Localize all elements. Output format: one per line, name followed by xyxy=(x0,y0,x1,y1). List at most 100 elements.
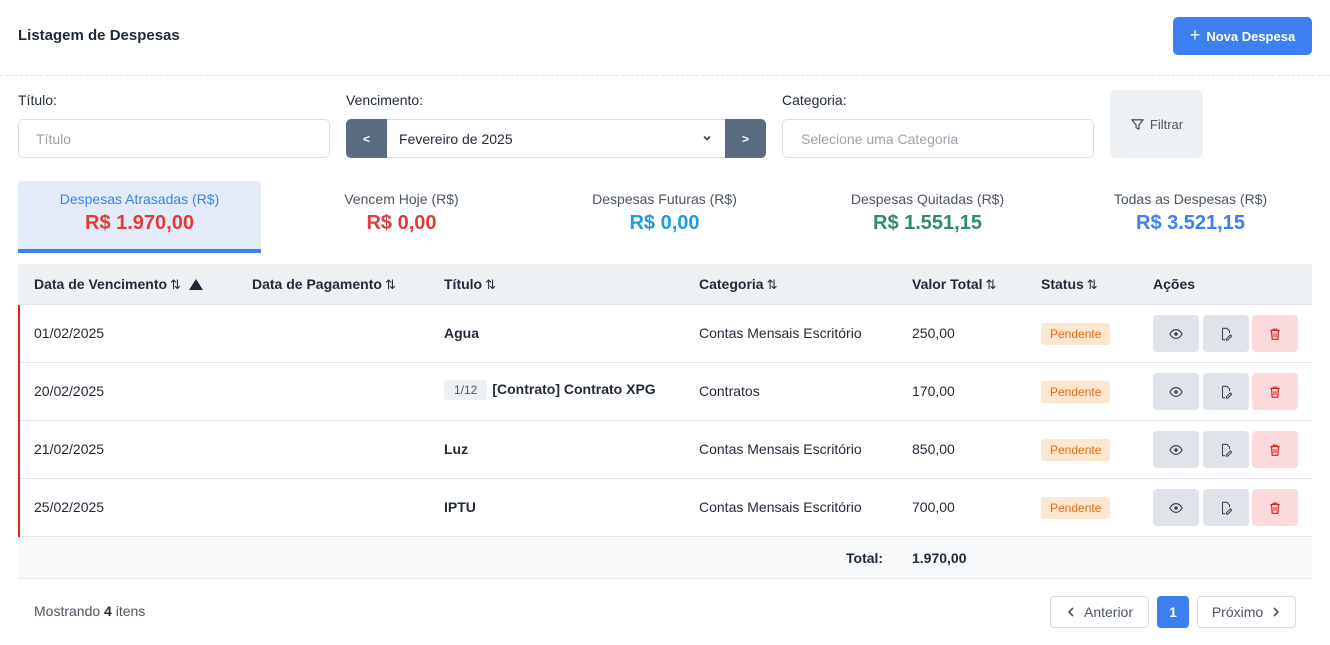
chevron-down-icon xyxy=(703,135,711,141)
summary-all-value: R$ 3.521,15 xyxy=(1136,212,1245,234)
column-label: Data de Pagamento xyxy=(252,276,382,292)
trash-icon xyxy=(1270,328,1280,340)
column-label: Categoria xyxy=(699,276,764,292)
column-header-due-date[interactable]: Data de Vencimento ⇅ xyxy=(34,276,203,293)
title-filter-label: Título: xyxy=(18,92,57,108)
delete-button[interactable] xyxy=(1252,373,1298,410)
page-title: Listagem de Despesas xyxy=(18,27,180,44)
view-button[interactable] xyxy=(1153,315,1199,352)
trash-icon xyxy=(1270,444,1280,456)
column-header-total[interactable]: Valor Total ⇅ xyxy=(912,276,996,293)
edit-icon xyxy=(1221,443,1233,457)
items-count-suffix: itens xyxy=(115,603,146,619)
sort-icon: ⇅ xyxy=(170,277,181,292)
summary-due-today[interactable]: Vencem Hoje (R$) R$ 0,00 xyxy=(280,181,523,253)
sort-ascending-icon xyxy=(188,279,203,290)
column-header-payment-date[interactable]: Data de Pagamento ⇅ xyxy=(252,276,396,293)
new-expense-button[interactable]: + Nova Despesa xyxy=(1173,17,1312,55)
delete-button[interactable] xyxy=(1252,315,1298,352)
page-1-button[interactable]: 1 xyxy=(1157,596,1189,628)
edit-button[interactable] xyxy=(1203,315,1249,352)
category-cell: Contratos xyxy=(699,383,760,399)
summary-paid[interactable]: Despesas Quitadas (R$) R$ 1.551,15 xyxy=(806,181,1049,253)
sort-icon: ⇅ xyxy=(985,277,997,292)
summary-paid-value: R$ 1.551,15 xyxy=(873,212,982,234)
edit-icon xyxy=(1221,501,1233,515)
category-cell: Contas Mensais Escritório xyxy=(699,325,862,341)
column-header-title[interactable]: Título ⇅ xyxy=(444,276,496,293)
summary-future-value: R$ 0,00 xyxy=(629,212,700,234)
value-cell: 850,00 xyxy=(912,441,955,457)
delete-button[interactable] xyxy=(1252,431,1298,468)
sort-icon: ⇅ xyxy=(766,277,778,292)
due-date-cell: 20/02/2025 xyxy=(34,383,105,399)
previous-month-button[interactable]: < xyxy=(346,119,387,158)
trash-icon xyxy=(1270,386,1280,398)
title-cell: IPTU xyxy=(444,499,476,515)
table-row: 01/02/2025 Agua Contas Mensais Escritóri… xyxy=(18,305,1312,363)
installment-badge: 1/12 xyxy=(444,380,488,400)
column-header-category[interactable]: Categoria ⇅ xyxy=(699,276,777,293)
table-row: 21/02/2025 Luz Contas Mensais Escritório… xyxy=(18,421,1312,479)
status-badge: Pendente xyxy=(1041,381,1111,403)
status-badge: Pendente xyxy=(1041,323,1111,345)
title-filter-input[interactable]: Título xyxy=(18,119,330,158)
chevron-right-icon xyxy=(1273,607,1280,617)
category-select[interactable]: Selecione uma Categoria xyxy=(782,119,1094,158)
due-date-cell: 01/02/2025 xyxy=(34,325,105,341)
summary-future-label: Despesas Futuras (R$) xyxy=(592,191,737,207)
month-picker: < Fevereiro de 2025 > xyxy=(346,119,766,158)
column-label: Data de Vencimento xyxy=(34,276,168,292)
edit-button[interactable] xyxy=(1203,431,1249,468)
sort-icon: ⇅ xyxy=(384,277,396,292)
filter-button-label: Filtrar xyxy=(1149,116,1184,132)
eye-icon xyxy=(1169,444,1183,455)
column-header-actions: Ações xyxy=(1153,276,1196,292)
due-date-cell: 25/02/2025 xyxy=(34,499,105,515)
items-count: Mostrando 4 itens xyxy=(34,603,145,619)
table-row: 20/02/2025 1/12 [Contrato] Contrato XPG C… xyxy=(18,363,1312,421)
edit-button[interactable] xyxy=(1203,373,1249,410)
previous-page-button[interactable]: Anterior xyxy=(1050,596,1149,628)
due-date-cell: 21/02/2025 xyxy=(34,441,105,457)
month-select-value: Fevereiro de 2025 xyxy=(399,130,513,147)
eye-icon xyxy=(1169,386,1183,397)
items-count-number: 4 xyxy=(104,603,112,619)
view-button[interactable] xyxy=(1153,373,1199,410)
summary-all-label: Todas as Despesas (R$) xyxy=(1113,191,1268,207)
summary-due-today-label: Vencem Hoje (R$) xyxy=(344,191,459,207)
edit-icon xyxy=(1221,327,1233,341)
filter-icon xyxy=(1131,118,1144,130)
status-badge: Pendente xyxy=(1041,497,1111,519)
column-header-status[interactable]: Status ⇅ xyxy=(1041,276,1098,293)
column-label: Status xyxy=(1041,276,1084,292)
total-value: 1.970,00 xyxy=(912,550,967,566)
summary-due-today-value: R$ 0,00 xyxy=(366,212,437,234)
summary-overdue[interactable]: Despesas Atrasadas (R$) R$ 1.970,00 xyxy=(18,181,261,253)
delete-button[interactable] xyxy=(1252,489,1298,526)
view-button[interactable] xyxy=(1153,431,1199,468)
filter-button[interactable]: Filtrar xyxy=(1110,90,1203,158)
summary-overdue-value: R$ 1.970,00 xyxy=(85,212,194,234)
items-count-prefix: Mostrando xyxy=(34,603,101,619)
plus-icon: + xyxy=(1189,25,1201,45)
page-header: Listagem de Despesas + Nova Despesa xyxy=(0,0,1330,76)
category-cell: Contas Mensais Escritório xyxy=(699,499,862,515)
next-page-label: Próximo xyxy=(1211,604,1264,620)
value-cell: 700,00 xyxy=(912,499,955,515)
summary-all[interactable]: Todas as Despesas (R$) R$ 3.521,15 xyxy=(1069,181,1312,253)
title-text: [Contrato] Contrato XPG xyxy=(492,381,656,397)
title-cell: Luz xyxy=(444,441,469,457)
eye-icon xyxy=(1169,328,1183,339)
trash-icon xyxy=(1270,502,1280,514)
value-cell: 250,00 xyxy=(912,325,955,341)
summary-paid-label: Despesas Quitadas (R$) xyxy=(850,191,1005,207)
next-page-button[interactable]: Próximo xyxy=(1197,596,1296,628)
month-select[interactable]: Fevereiro de 2025 xyxy=(387,119,725,158)
summary-future[interactable]: Despesas Futuras (R$) R$ 0,00 xyxy=(543,181,786,253)
edit-button[interactable] xyxy=(1203,489,1249,526)
next-month-button[interactable]: > xyxy=(725,119,766,158)
column-label: Título xyxy=(444,276,483,292)
view-button[interactable] xyxy=(1153,489,1199,526)
sort-icon: ⇅ xyxy=(485,277,497,292)
